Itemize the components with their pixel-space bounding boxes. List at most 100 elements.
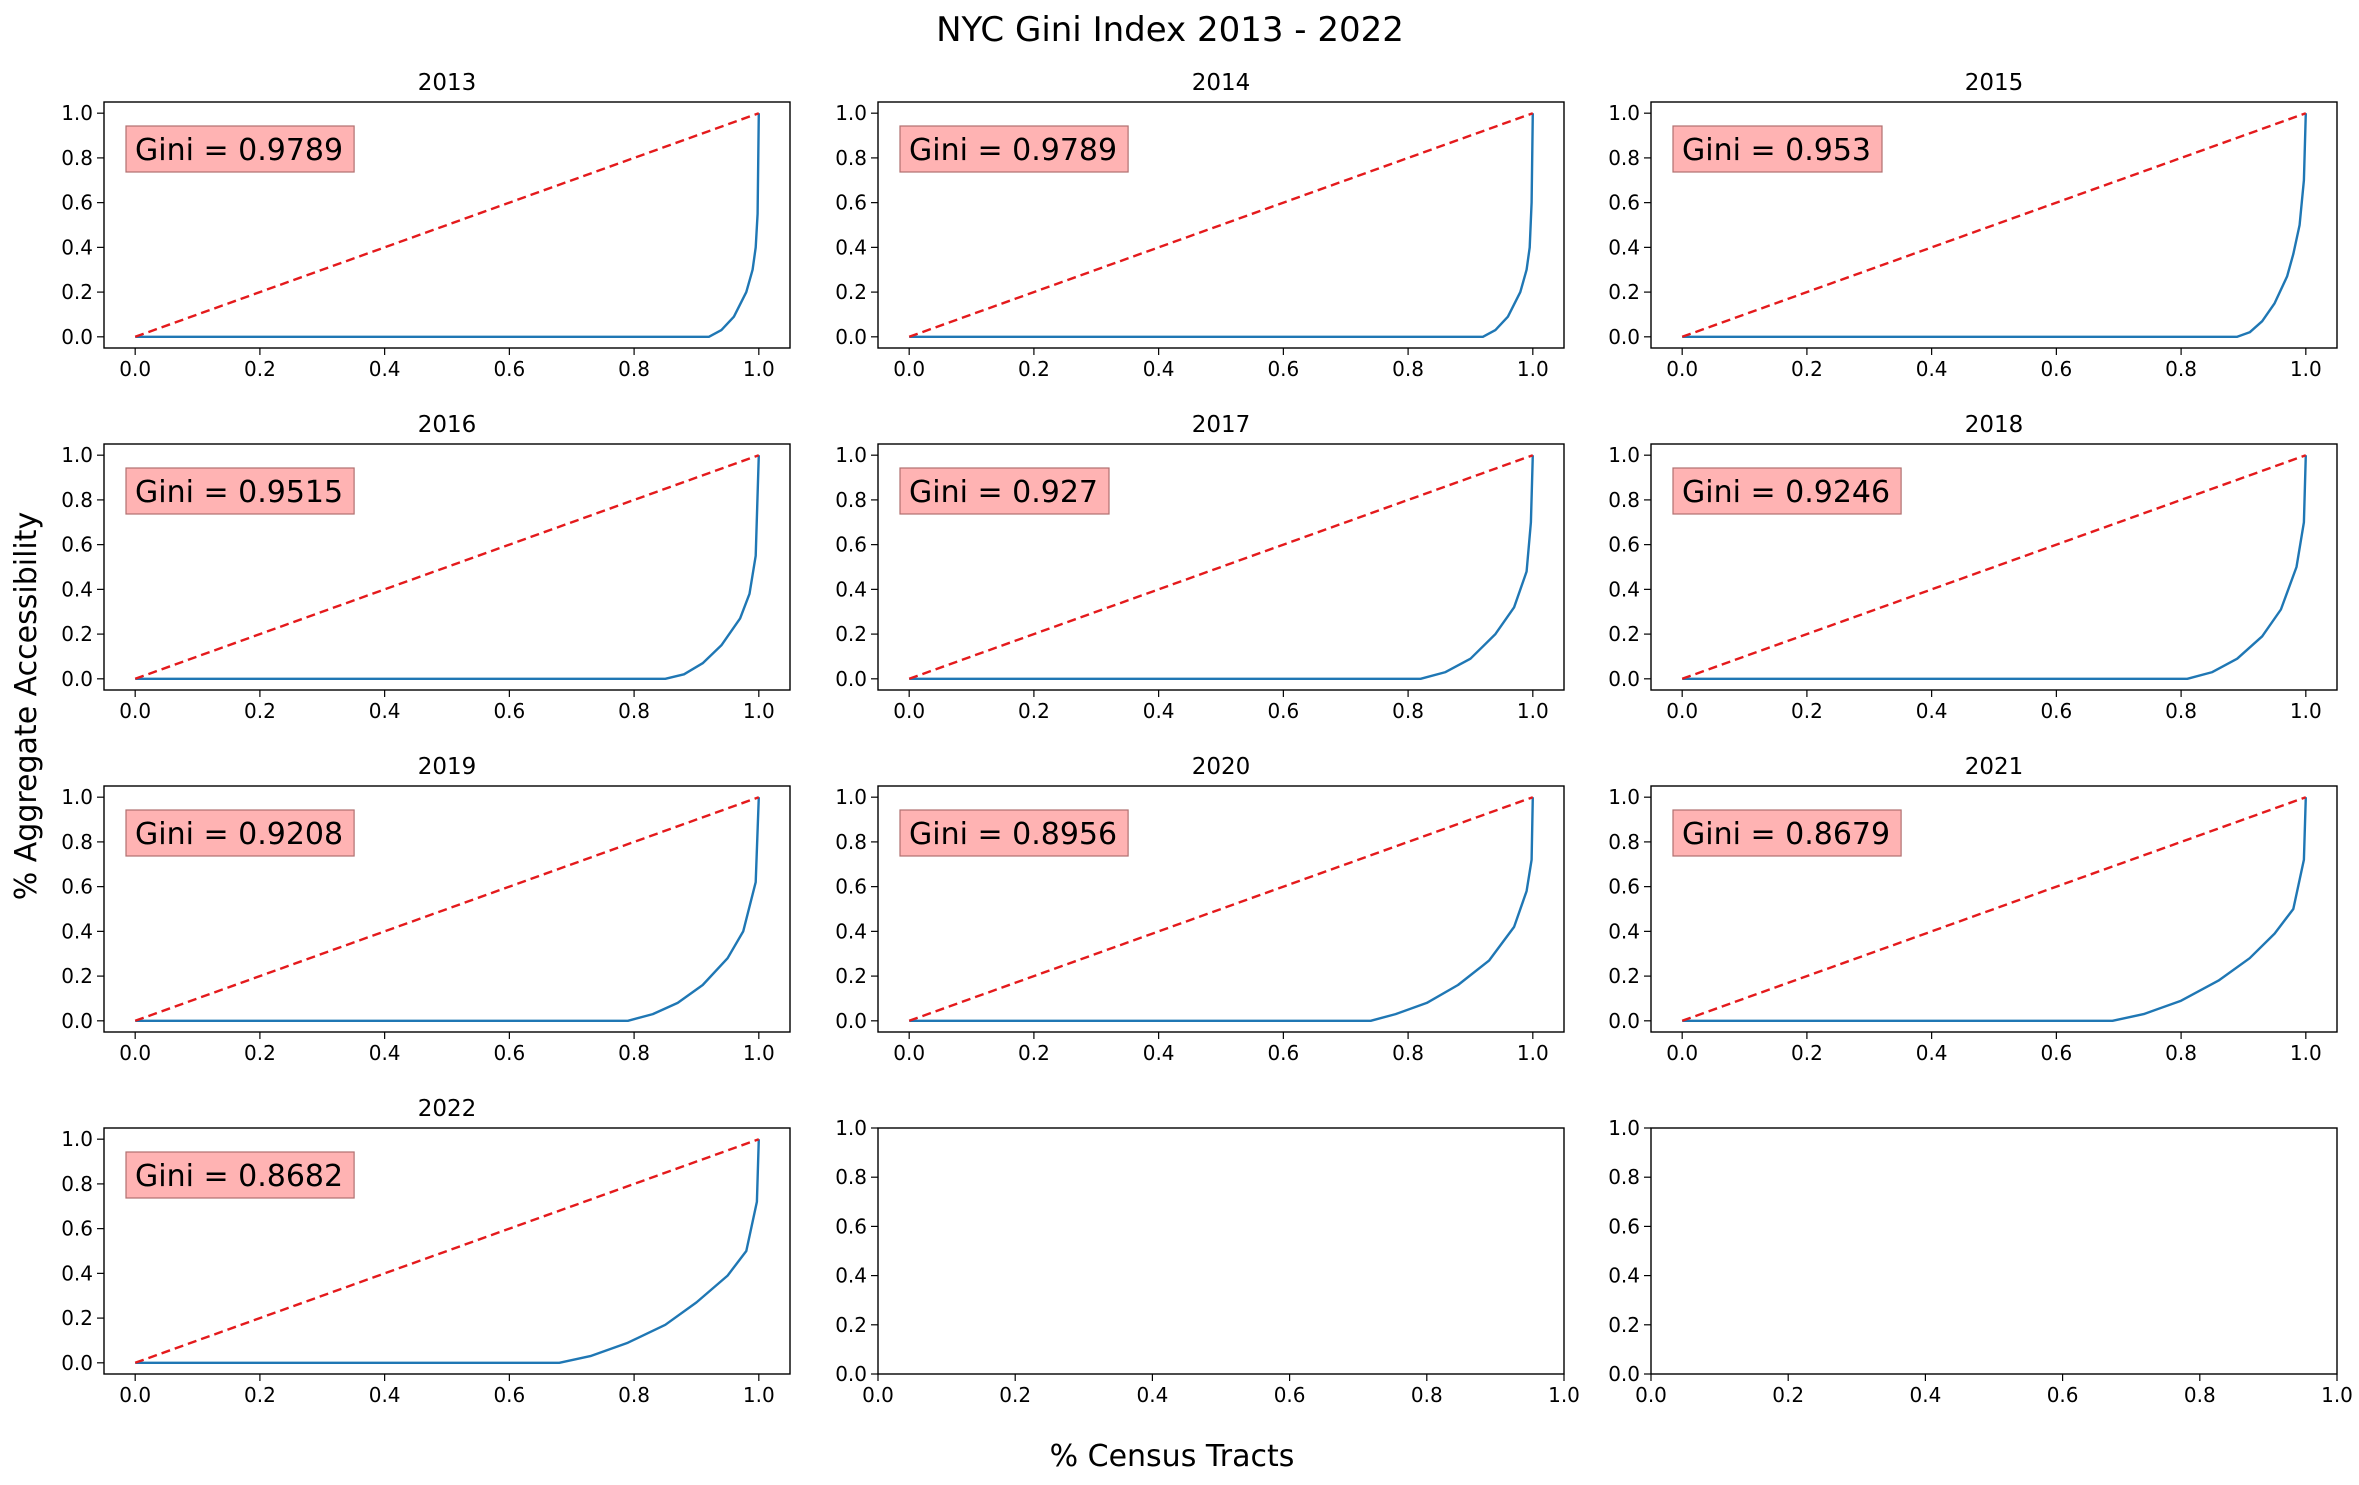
- panel-title: 2020: [1192, 754, 1251, 780]
- y-tick-label: 1.0: [1608, 443, 1640, 467]
- equality-line: [134, 796, 760, 1022]
- gini-label-box: [899, 125, 1129, 173]
- y-tick-label: 0.6: [835, 1214, 867, 1238]
- lorenz-curve: [909, 797, 1534, 1022]
- x-tick-label: 0.8: [2165, 357, 2197, 381]
- y-tick-label: 0.6: [61, 875, 93, 899]
- gini-label: Gini = 0.9515: [135, 475, 343, 510]
- panel-title: 2017: [1192, 412, 1251, 438]
- gini-label-box: [125, 125, 355, 173]
- panel-title: 2014: [1192, 70, 1251, 96]
- y-tick-label: 0.8: [835, 830, 867, 854]
- x-tick-label: 0.0: [119, 357, 151, 381]
- gini-label-box: [1672, 809, 1902, 857]
- panel-title: 2021: [1965, 754, 2024, 780]
- x-tick-label: 0.2: [1791, 699, 1823, 723]
- gini-label-box: [125, 467, 355, 515]
- x-tick-label: 0.4: [369, 1383, 401, 1407]
- subplot-2: 0.0 0.2 0.4 0.6 0.8 1.0 0.0 0.2 0.4 0.6 0.8 1.0 2015…: [1608, 70, 2338, 381]
- x-tick-label: 0.2: [244, 1041, 276, 1065]
- x-tick-label: 0.0: [1666, 357, 1698, 381]
- x-tick-label: 0.8: [2184, 1383, 2216, 1407]
- y-tick-label: 0.4: [835, 577, 867, 601]
- gini-label-box: [125, 809, 355, 857]
- x-tick-label: 0.0: [119, 1383, 151, 1407]
- x-tick-label: 0.8: [2165, 1041, 2197, 1065]
- x-tick-label: 1.0: [2290, 1041, 2322, 1065]
- x-tick-label: 1.0: [1517, 1041, 1549, 1065]
- x-tick-label: 0.4: [369, 699, 401, 723]
- y-tick-label: 0.2: [61, 280, 93, 304]
- gini-label: Gini = 0.953: [1682, 133, 1871, 168]
- x-tick-label: 0.2: [1791, 357, 1823, 381]
- subplot-9: 0.0 0.2 0.4 0.6 0.8 1.0 0.0 0.2 0.4 0.6 0.8 1.0 2022…: [61, 1096, 791, 1407]
- y-tick-label: 0.4: [835, 235, 867, 259]
- figure-title: NYC Gini Index 2013 - 2022: [936, 10, 1404, 50]
- gini-label: Gini = 0.9246: [1682, 475, 1890, 510]
- x-tick-label: 0.6: [493, 1041, 525, 1065]
- y-tick-label: 0.0: [835, 325, 867, 349]
- x-tick-label: 0.8: [1392, 357, 1424, 381]
- y-tick-label: 0.4: [835, 919, 867, 943]
- y-tick-label: 0.4: [1608, 919, 1640, 943]
- subplot-5: 0.0 0.2 0.4 0.6 0.8 1.0 0.0 0.2 0.4 0.6 0.8 1.0 2018…: [1608, 412, 2338, 723]
- subplot-7: 0.0 0.2 0.4 0.6 0.8 1.0 0.0 0.2 0.4 0.6 0.8 1.0 2020…: [835, 754, 1565, 1065]
- y-tick-label: 0.4: [61, 577, 93, 601]
- equality-line: [1681, 454, 2307, 680]
- y-tick-label: 0.2: [835, 964, 867, 988]
- x-tick-label: 1.0: [1548, 1383, 1580, 1407]
- x-tick-label: 0.4: [1916, 1041, 1948, 1065]
- x-tick-label: 0.4: [369, 1041, 401, 1065]
- y-tick-label: 0.2: [61, 1306, 93, 1330]
- y-tick-label: 0.6: [835, 191, 867, 215]
- equality-line: [1681, 112, 2307, 338]
- gini-label: Gini = 0.8682: [135, 1159, 343, 1194]
- x-tick-label: 0.8: [1411, 1383, 1443, 1407]
- y-tick-label: 0.4: [835, 1264, 867, 1288]
- axes-frame: [1650, 1127, 2338, 1375]
- y-tick-label: 0.2: [61, 622, 93, 646]
- lorenz-curve: [135, 113, 760, 338]
- subplot-1: 0.0 0.2 0.4 0.6 0.8 1.0 0.0 0.2 0.4 0.6 0.8 1.0 2014…: [835, 70, 1565, 381]
- gini-label: Gini = 0.8956: [909, 817, 1117, 852]
- x-tick-label: 0.0: [119, 699, 151, 723]
- x-tick-label: 0.0: [1666, 1041, 1698, 1065]
- x-tick-label: 1.0: [2290, 699, 2322, 723]
- axes-frame: [877, 1127, 1565, 1375]
- y-tick-label: 0.2: [835, 280, 867, 304]
- y-tick-label: 0.6: [1608, 191, 1640, 215]
- y-tick-label: 0.6: [835, 533, 867, 557]
- x-tick-label: 0.8: [1392, 699, 1424, 723]
- x-tick-label: 1.0: [743, 1041, 775, 1065]
- lorenz-curve: [909, 455, 1534, 680]
- x-tick-label: 0.4: [1916, 357, 1948, 381]
- y-tick-label: 0.0: [835, 1009, 867, 1033]
- x-tick-label: 0.4: [369, 357, 401, 381]
- x-tick-label: 0.4: [1143, 1041, 1175, 1065]
- x-tick-label: 0.0: [119, 1041, 151, 1065]
- gini-label-box: [899, 809, 1129, 857]
- y-tick-label: 0.0: [61, 1351, 93, 1375]
- x-tick-label: 0.2: [1018, 1041, 1050, 1065]
- y-tick-label: 0.2: [1608, 280, 1640, 304]
- lorenz-curve: [1682, 113, 2307, 338]
- x-tick-label: 1.0: [743, 1383, 775, 1407]
- x-tick-label: 0.6: [1267, 699, 1299, 723]
- x-tick-label: 0.6: [493, 1383, 525, 1407]
- lorenz-curve: [1682, 455, 2307, 680]
- y-tick-label: 1.0: [1608, 101, 1640, 125]
- y-tick-label: 0.2: [61, 964, 93, 988]
- x-tick-label: 0.6: [1274, 1383, 1306, 1407]
- panel-title: 2016: [418, 412, 477, 438]
- gini-label-box: [1672, 467, 1902, 515]
- x-tick-label: 1.0: [2321, 1383, 2353, 1407]
- y-tick-label: 1.0: [835, 785, 867, 809]
- y-tick-label: 0.6: [1608, 875, 1640, 899]
- x-tick-label: 0.8: [2165, 699, 2197, 723]
- y-tick-label: 0.8: [61, 146, 93, 170]
- x-tick-label: 0.2: [999, 1383, 1031, 1407]
- y-tick-label: 0.0: [1608, 667, 1640, 691]
- panel-title: 2015: [1965, 70, 2024, 96]
- lorenz-curve: [135, 455, 760, 680]
